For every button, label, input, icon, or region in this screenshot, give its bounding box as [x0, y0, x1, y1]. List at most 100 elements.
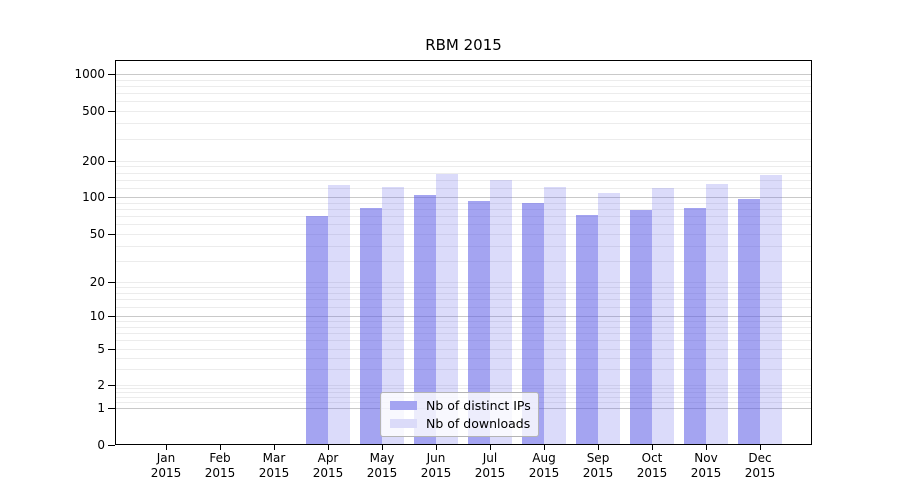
y-tick-label: 20 [89, 275, 105, 289]
gridline-minor [116, 287, 811, 289]
x-tick-mark [166, 445, 167, 450]
y-tick-label: 100 [82, 190, 105, 204]
y-tick-mark [108, 408, 115, 409]
x-tick-year: 2015 [204, 466, 236, 480]
gridline-minor [116, 179, 811, 181]
y-tick-label: 1 [97, 401, 105, 415]
gridline-minor [116, 357, 811, 359]
gridline-minor [116, 245, 811, 247]
bar-distinct-ips [306, 216, 328, 444]
gridline-minor [116, 332, 811, 334]
x-tick-month: May [369, 451, 395, 465]
gridline-minor [116, 388, 811, 390]
x-tick-mark [220, 445, 221, 450]
x-tick-month: Mar [262, 451, 286, 465]
gridline-minor [116, 299, 811, 301]
x-tick-label: May 2015 [355, 451, 409, 481]
bar-downloads [490, 179, 512, 444]
x-tick-mark [598, 445, 599, 450]
x-tick-label: Sep 2015 [571, 451, 625, 481]
bar-distinct-ips [522, 202, 544, 444]
x-tick-label: Apr 2015 [301, 451, 355, 481]
gridline-minor [116, 93, 811, 95]
y-tick-mark [108, 234, 115, 235]
x-tick-month: Jan [156, 451, 176, 465]
x-tick-mark [436, 445, 437, 450]
gridline-minor [116, 111, 811, 112]
gridline-minor [116, 326, 811, 328]
y-tick-label: 500 [82, 104, 105, 118]
legend-label-downloads: Nb of downloads [426, 415, 531, 431]
y-tick-mark [108, 282, 115, 283]
legend: Nb of distinct IPs Nb of downloads [380, 392, 539, 437]
x-tick-mark [490, 445, 491, 450]
y-tick-mark [108, 161, 115, 162]
y-tick-mark [108, 349, 115, 350]
gridline-minor [116, 161, 811, 162]
gridline-minor [116, 349, 811, 350]
legend-item-distinct-ips: Nb of distinct IPs [390, 398, 531, 414]
x-tick-month: Dec [748, 451, 772, 465]
plot-area [115, 60, 812, 445]
bar-downloads [436, 174, 458, 444]
y-tick-label: 5 [97, 342, 105, 356]
gridline-minor [116, 166, 811, 168]
x-tick-month: Apr [317, 451, 339, 465]
gridline-minor [116, 101, 811, 103]
x-tick-year: 2015 [744, 466, 776, 480]
x-tick-month: Nov [694, 451, 718, 465]
legend-swatch-ips-icon [390, 401, 417, 411]
x-tick-label: Feb 2015 [193, 451, 247, 481]
y-tick-mark [108, 197, 115, 198]
gridline-minor [116, 208, 811, 210]
x-tick-label: Oct 2015 [625, 451, 679, 481]
x-tick-label: Jun 2015 [409, 451, 463, 481]
gridline-minor [116, 369, 811, 371]
x-tick-label: Jul 2015 [463, 451, 517, 481]
x-tick-year: 2015 [582, 466, 614, 480]
x-tick-mark [382, 445, 383, 450]
gridline-minor [116, 123, 811, 125]
y-tick-mark [108, 74, 115, 75]
y-tick-mark [108, 445, 115, 446]
x-tick-year: 2015 [312, 466, 344, 480]
gridline-minor [116, 85, 811, 87]
x-tick-month: Jul [482, 451, 498, 465]
x-tick-mark [328, 445, 329, 450]
gridline-minor [116, 138, 811, 140]
gridline-minor [116, 224, 811, 226]
bar-downloads [598, 193, 620, 444]
x-tick-year: 2015 [150, 466, 182, 480]
bar-distinct-ips [576, 214, 598, 444]
y-tick-label: 0 [97, 438, 105, 452]
bar-distinct-ips [468, 201, 490, 444]
x-tick-year: 2015 [474, 466, 506, 480]
bar-downloads [382, 187, 404, 444]
bar-downloads [544, 186, 566, 444]
x-tick-mark [652, 445, 653, 450]
bar-downloads [760, 174, 782, 444]
chart-title: RBM 2015 [425, 36, 502, 54]
x-tick-month: Jun [426, 451, 446, 465]
gridline-minor [116, 307, 811, 309]
x-tick-year: 2015 [258, 466, 290, 480]
x-tick-label: Aug 2015 [517, 451, 571, 481]
gridline-minor [116, 172, 811, 174]
y-tick-mark [108, 385, 115, 386]
gridline-minor [116, 79, 811, 81]
y-tick-label: 2 [97, 378, 105, 392]
bar-downloads [706, 183, 728, 444]
bar-distinct-ips [684, 208, 706, 444]
gridline-minor [116, 340, 811, 342]
gridline-minor [116, 216, 811, 218]
x-tick-month: Feb [209, 451, 231, 465]
legend-label-ips: Nb of distinct IPs [426, 398, 531, 414]
bar-distinct-ips [630, 210, 652, 444]
x-tick-year: 2015 [690, 466, 722, 480]
x-tick-mark [760, 445, 761, 450]
gridline-minor [116, 260, 811, 262]
gridline-minor [116, 292, 811, 294]
x-tick-label: Mar 2015 [247, 451, 301, 481]
y-tick-label: 10 [89, 309, 105, 323]
